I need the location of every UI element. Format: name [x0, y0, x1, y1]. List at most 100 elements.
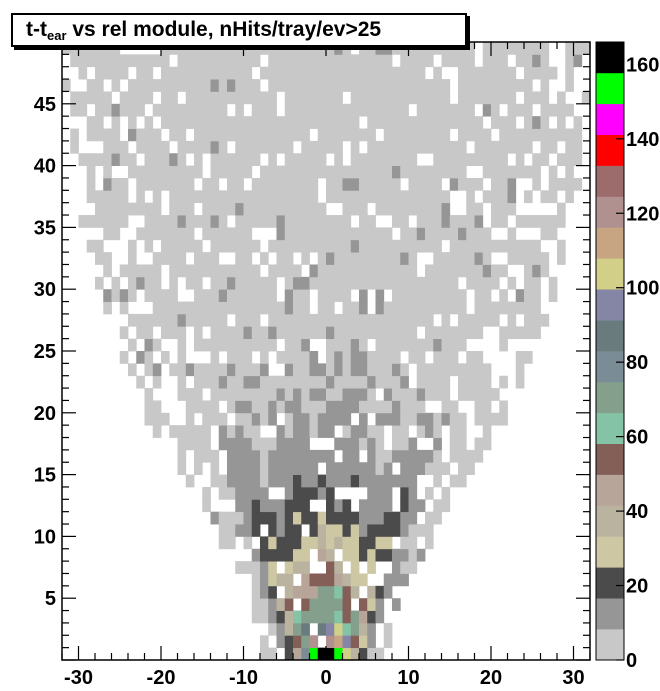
heatmap-cell	[383, 153, 393, 166]
heatmap-cell	[177, 190, 187, 204]
heatmap-cell	[334, 165, 343, 179]
y-tick-label: 30	[34, 279, 56, 301]
heatmap-cell	[383, 103, 393, 117]
heatmap-cell	[449, 437, 459, 451]
heatmap-cell	[334, 42, 343, 55]
heatmap-cell	[169, 103, 178, 117]
heatmap-cell	[375, 375, 385, 389]
heatmap-cell	[235, 252, 244, 265]
heatmap-cell	[350, 252, 360, 265]
heatmap-cell	[491, 54, 500, 68]
heatmap-cell	[309, 573, 319, 587]
heatmap-cell	[243, 276, 253, 290]
heatmap-cell	[383, 313, 393, 327]
heatmap-cell	[276, 610, 286, 624]
heatmap-cell	[326, 425, 335, 438]
heatmap-cell	[392, 165, 401, 179]
heatmap-cell	[408, 276, 418, 290]
heatmap-cell	[532, 91, 541, 105]
heatmap-cell	[400, 128, 409, 142]
heatmap-cell	[194, 338, 203, 352]
heatmap-cell	[375, 486, 385, 500]
heatmap-cell	[433, 42, 442, 55]
heatmap-cell	[268, 524, 277, 537]
heatmap-cell	[284, 635, 294, 649]
heatmap-cell	[425, 239, 434, 253]
heatmap-cell	[565, 140, 574, 154]
heatmap-cell	[268, 140, 277, 154]
heatmap-cell	[251, 548, 261, 562]
heatmap-cell	[185, 276, 195, 290]
heatmap-cell	[367, 54, 376, 68]
heatmap-cell	[350, 622, 360, 636]
heatmap-cell	[383, 116, 393, 129]
heatmap-cell	[326, 338, 335, 352]
heatmap-cell	[400, 153, 409, 166]
heatmap-cell	[268, 239, 277, 253]
heatmap-cell	[210, 91, 220, 105]
heatmap-cell	[482, 140, 492, 154]
heatmap-cell	[408, 128, 418, 142]
heatmap-cell	[218, 326, 228, 340]
heatmap-cell	[334, 177, 343, 191]
heatmap-cell	[210, 301, 220, 315]
heatmap-cell	[458, 227, 467, 241]
heatmap-cell	[177, 140, 187, 154]
x-tick-label: 10	[397, 667, 419, 689]
heatmap-cell	[334, 375, 343, 389]
heatmap-cell	[309, 276, 319, 290]
heatmap-cell	[284, 301, 294, 315]
heatmap-cell	[194, 301, 203, 315]
heatmap-cell	[86, 153, 96, 166]
heatmap-cell	[474, 227, 484, 241]
heatmap-cell	[276, 536, 286, 550]
heatmap-cell	[458, 289, 467, 302]
heatmap-cell	[210, 177, 220, 191]
heatmap-cell	[243, 215, 253, 228]
heatmap-cell	[194, 462, 203, 475]
heatmap-cell	[408, 437, 418, 451]
heatmap-cell	[458, 437, 467, 451]
heatmap-cell	[515, 252, 525, 265]
heatmap-cell	[400, 561, 409, 574]
heatmap-cell	[227, 486, 236, 500]
heatmap-cell	[367, 252, 376, 265]
heatmap-cell	[317, 289, 327, 302]
heatmap-cell	[111, 128, 121, 142]
heatmap-cell	[202, 375, 211, 389]
heatmap-cell	[284, 338, 294, 352]
heatmap-cell	[161, 301, 170, 315]
heatmap-cell	[301, 375, 310, 389]
palette-swatch	[596, 258, 624, 290]
heatmap-cell	[218, 66, 228, 80]
heatmap-cell	[342, 252, 352, 265]
heatmap-cell	[441, 116, 451, 129]
heatmap-cell	[375, 524, 385, 537]
heatmap-cell	[169, 326, 178, 340]
heatmap-cell	[392, 301, 401, 315]
heatmap-cell	[474, 116, 484, 129]
heatmap-cell	[433, 140, 442, 154]
heatmap-cell	[433, 239, 442, 253]
palette-swatch	[596, 134, 624, 166]
heatmap-cell	[161, 153, 170, 166]
heatmap-cell	[458, 412, 467, 426]
heatmap-cell	[408, 499, 418, 513]
heatmap-cell	[499, 165, 508, 179]
heatmap-cell	[161, 313, 170, 327]
heatmap-cell	[144, 388, 154, 401]
heatmap-cell	[111, 66, 121, 80]
heatmap-cell	[251, 610, 261, 624]
heatmap-cell	[383, 177, 393, 191]
heatmap-cell	[243, 326, 253, 340]
y-tick-label: 20	[34, 403, 56, 425]
heatmap-cell	[260, 462, 269, 475]
heatmap-cell	[235, 486, 244, 500]
heatmap-cell	[268, 326, 277, 340]
heatmap-cell	[293, 264, 302, 278]
heatmap-cell	[251, 462, 261, 475]
heatmap-cell	[408, 289, 418, 302]
heatmap-cell	[367, 622, 376, 636]
heatmap-cell	[251, 116, 261, 129]
heatmap-cell	[243, 264, 253, 278]
